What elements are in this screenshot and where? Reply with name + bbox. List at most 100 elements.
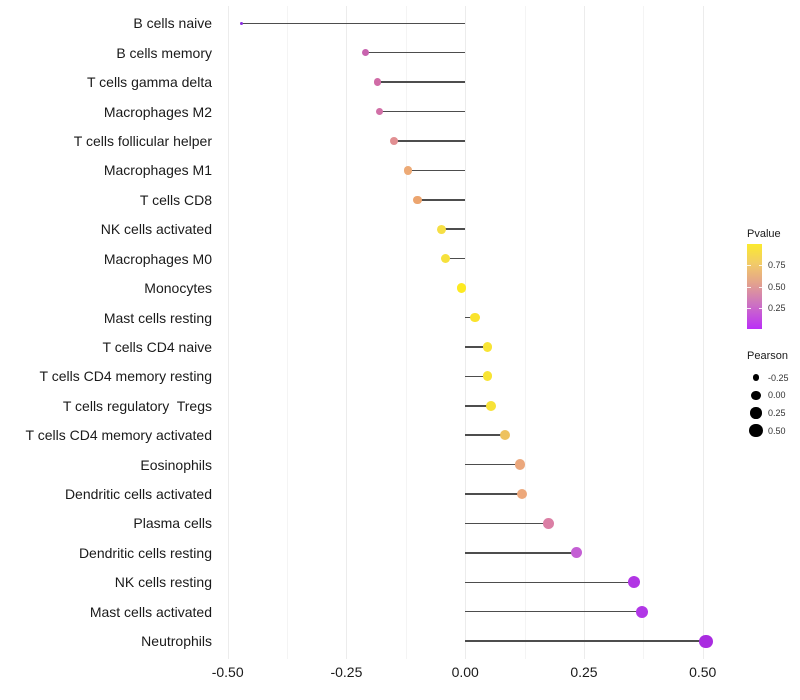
lollipop-stem <box>393 140 466 142</box>
pearson-key-dot <box>751 390 761 400</box>
colorbar-tick <box>758 286 762 288</box>
category-label: Plasma cells <box>133 515 212 532</box>
lollipop-stem <box>377 81 466 83</box>
lollipop-dot <box>375 107 384 116</box>
lollipop-dot <box>436 224 446 234</box>
lollipop-stem <box>441 228 466 230</box>
x-tick-label: -0.25 <box>330 664 363 680</box>
x-tick-label: 0.00 <box>451 664 479 680</box>
pearson-key-dot <box>752 374 760 381</box>
minor-gridline <box>524 6 526 659</box>
category-label: T cells regulatory Tregs <box>62 397 212 414</box>
category-label: Dendritic cells activated <box>64 486 212 503</box>
lollipop-dot <box>404 166 413 175</box>
lollipop-stem <box>379 110 466 113</box>
category-label: B cells memory <box>116 44 212 61</box>
lollipop-stem <box>465 375 488 378</box>
lollipop-dot <box>373 78 382 86</box>
x-tick-label: -0.50 <box>211 664 244 680</box>
colorbar-tick-label: 0.75 <box>768 260 786 271</box>
pearson-key-label: 0.00 <box>768 390 786 401</box>
lollipop-stem <box>465 346 488 348</box>
lollipop-stem <box>465 522 549 525</box>
lollipop-stem <box>241 22 466 25</box>
lollipop-dot <box>699 634 713 648</box>
x-tick-label: 0.50 <box>689 664 717 680</box>
category-label: T cells CD4 memory activated <box>25 427 212 444</box>
category-label: T cells gamma delta <box>86 74 212 91</box>
pearson-key-dot <box>749 424 763 438</box>
lollipop-dot <box>635 605 649 618</box>
category-label: Eosinophils <box>140 456 212 473</box>
pearson-size-legend: Pearson -0.25 0.00 0.25 0.50 <box>747 350 800 445</box>
lollipop-dot <box>500 430 511 441</box>
pvalue-colorbar <box>747 244 762 329</box>
category-label: Mast cells activated <box>89 603 212 620</box>
lollipop-dot <box>516 488 527 500</box>
lollipop-dot <box>470 312 480 323</box>
lollipop-stem <box>465 640 706 642</box>
colorbar-tick-label: 0.25 <box>768 302 786 313</box>
lollipop-dot <box>456 283 467 293</box>
colorbar-tick <box>758 265 762 267</box>
lollipop-dot <box>389 137 398 145</box>
lollipop-stem <box>465 610 642 613</box>
colorbar-tick <box>747 307 751 309</box>
lollipop-stem <box>465 316 476 319</box>
lollipop-dot <box>482 342 493 352</box>
pvalue-legend-title: Pvalue <box>747 228 781 240</box>
category-label: Macrophages M1 <box>103 162 212 179</box>
category-label: B cells naive <box>133 15 212 32</box>
lollipop-stem <box>365 51 466 54</box>
major-gridline <box>702 6 704 659</box>
lollipop-stem <box>465 434 506 436</box>
pvalue-legend: Pvalue 0.75 0.50 0.25 <box>747 228 800 338</box>
lollipop-dot <box>627 576 640 589</box>
category-label: T cells CD8 <box>139 191 212 208</box>
lollipop-dot <box>570 547 582 559</box>
pearson-key-label: 0.50 <box>768 425 786 436</box>
category-label: Mast cells resting <box>103 309 212 326</box>
lollipop-stem <box>445 257 466 260</box>
lollipop-dot <box>485 400 496 411</box>
colorbar-tick-label: 0.50 <box>768 281 786 292</box>
category-label: NK cells activated <box>100 221 212 238</box>
lollipop-stem <box>465 493 522 495</box>
category-label: T cells CD4 naive <box>102 338 212 355</box>
x-tick-label: 0.25 <box>570 664 598 680</box>
colorbar-tick <box>747 286 751 288</box>
category-label: Monocytes <box>144 280 212 297</box>
lollipop-dot <box>514 459 525 470</box>
colorbar-tick <box>758 307 762 309</box>
major-gridline <box>583 6 585 659</box>
lollipop-stem <box>465 581 634 584</box>
category-label: T cells follicular helper <box>73 132 212 149</box>
lollipop-dot <box>440 254 450 264</box>
pearson-key-dot <box>750 407 762 419</box>
pearson-key-label: 0.25 <box>768 407 786 418</box>
minor-gridline <box>287 6 289 659</box>
pearson-legend-title: Pearson <box>747 350 788 362</box>
category-label: T cells CD4 memory resting <box>39 368 212 385</box>
lollipop-stem <box>408 169 466 172</box>
colorbar-tick <box>747 265 751 267</box>
category-label: Neutrophils <box>141 633 212 650</box>
lollipop-stem <box>465 463 520 466</box>
lollipop-dot <box>361 49 370 57</box>
lollipop-dot <box>542 518 554 529</box>
lollipop-stem <box>465 552 577 554</box>
category-label: Macrophages M2 <box>103 103 212 120</box>
major-gridline <box>227 6 229 659</box>
minor-gridline <box>405 6 407 659</box>
lollipop-stem <box>465 405 491 407</box>
lollipop-dot <box>240 21 244 25</box>
lollipop-dot <box>413 195 422 205</box>
pearson-key-label: -0.25 <box>768 372 789 383</box>
major-gridline <box>465 6 467 659</box>
lollipop-dot <box>482 371 493 382</box>
minor-gridline <box>643 6 645 659</box>
category-label: NK cells resting <box>114 574 212 591</box>
category-label: Macrophages M0 <box>103 250 212 267</box>
lollipop-stem <box>417 199 466 201</box>
